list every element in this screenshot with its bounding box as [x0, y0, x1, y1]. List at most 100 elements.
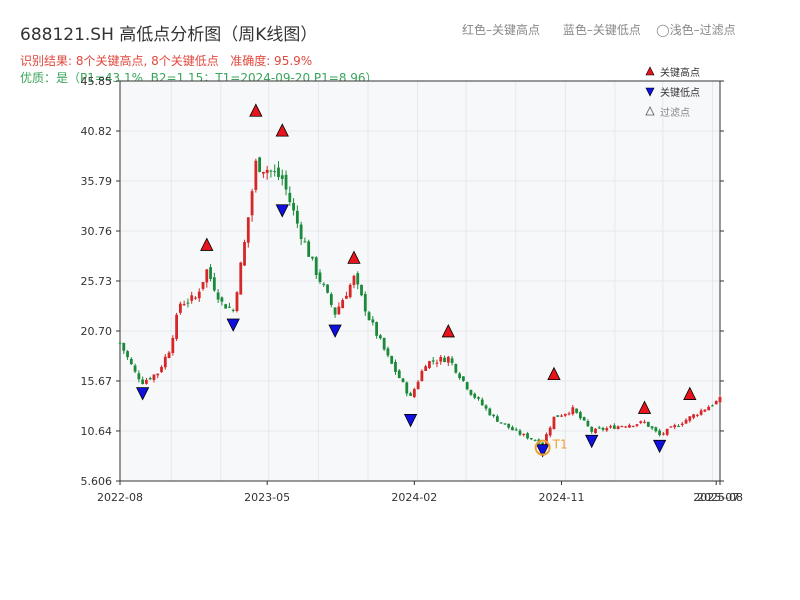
candle-body [212, 277, 216, 291]
legend-label: 过滤点 [660, 106, 690, 119]
candle-body [254, 160, 258, 190]
key-high-marker [200, 237, 214, 251]
candle-body [167, 352, 171, 358]
candle-body [548, 427, 552, 436]
candle-body [582, 417, 586, 421]
candle-body [450, 358, 454, 363]
candle-body [277, 167, 280, 178]
candle-body [541, 442, 545, 445]
candle-body [718, 396, 722, 403]
candle-body [409, 393, 412, 396]
candle-body [571, 407, 575, 415]
candle-body [624, 426, 628, 428]
candle-body [492, 414, 495, 417]
key-high-marker [547, 366, 561, 381]
candle-body [646, 421, 650, 427]
candle-body [371, 319, 375, 323]
candle-body [209, 267, 212, 279]
key-low-marker [135, 387, 150, 401]
candle-body [201, 282, 205, 289]
candle-body [412, 389, 416, 398]
key-low-marker [275, 204, 289, 218]
t1-label: T1 [552, 438, 568, 452]
key-high-marker [637, 400, 652, 414]
candle-body [182, 304, 186, 306]
candle-body [152, 374, 156, 380]
candle-body [299, 224, 303, 240]
candle-body [295, 210, 299, 224]
y-tick-label: 15.67 [81, 375, 113, 388]
result-summary: 识别结果: 8个关键高点, 8个关键低点 准确度: 95.9% [20, 54, 313, 68]
candle-body [590, 426, 594, 432]
candle-body [446, 356, 450, 363]
color-legend-text: 红色–关键高点 蓝色–关键低点 ◯浅色–过滤点 [462, 23, 736, 37]
candle-body [171, 337, 175, 354]
candle-body [133, 365, 137, 372]
candle-body [258, 157, 262, 172]
candle-body [228, 306, 231, 308]
candle-body [454, 363, 458, 373]
key-low-marker [403, 414, 418, 428]
candle-body [235, 292, 239, 312]
candle-body [631, 425, 635, 427]
candle-body [484, 405, 488, 409]
candle-body [375, 322, 379, 336]
candle-body [163, 356, 167, 368]
key-high-marker [683, 386, 697, 400]
candle-body [141, 379, 145, 385]
candle-body [477, 397, 480, 399]
candle-body [186, 302, 190, 304]
key-low-marker [226, 318, 240, 332]
candle-body [461, 376, 465, 381]
candle-body [443, 357, 446, 363]
candle-body [284, 174, 288, 190]
candle-body [318, 272, 322, 282]
candle-body [635, 424, 639, 426]
candle-body [292, 202, 295, 211]
x-tick-label: 2024-02 [391, 491, 437, 504]
candle-body [303, 241, 307, 243]
candle-body [495, 416, 499, 422]
candle-body [378, 335, 382, 339]
candle-body [269, 170, 273, 172]
legend-filtered-icon [645, 106, 655, 116]
candle-body [439, 356, 443, 362]
y-tick-label: 40.82 [81, 125, 113, 138]
candle-body [243, 242, 246, 266]
candle-body [650, 426, 654, 429]
candle-body [307, 241, 311, 257]
candle-body [665, 428, 669, 435]
candle-body [563, 413, 567, 416]
candle-body [620, 426, 624, 428]
candle-body [220, 297, 224, 302]
candle-body [352, 275, 356, 285]
candle-body [145, 379, 148, 384]
candle-body [597, 427, 601, 429]
candle-body [160, 366, 163, 373]
candle-body [499, 422, 503, 424]
candle-body [695, 414, 699, 416]
chart-title: 688121.SH 高低点分析图（周K线图） [20, 25, 318, 45]
candle-body [586, 421, 590, 427]
candle-body [643, 421, 646, 423]
candle-body [545, 434, 548, 445]
y-tick-label: 25.73 [81, 275, 113, 288]
candle-body [609, 426, 612, 428]
candle-body [205, 269, 209, 283]
candle-body [488, 408, 492, 416]
candle-body [480, 399, 484, 406]
candle-body [148, 378, 152, 380]
candle-body [560, 415, 563, 417]
candle-body [669, 426, 673, 428]
candle-body [416, 381, 420, 390]
candle-body [628, 425, 631, 428]
candle-body [526, 433, 529, 439]
candle-body [703, 409, 707, 412]
y-tick-label: 35.79 [81, 175, 113, 188]
key-high-marker [347, 250, 361, 264]
candle-body [605, 428, 609, 431]
x-tick-label: 2022-08 [97, 491, 143, 504]
candle-body [367, 312, 371, 321]
candle-body [129, 358, 133, 365]
key-high-marker [275, 123, 289, 137]
